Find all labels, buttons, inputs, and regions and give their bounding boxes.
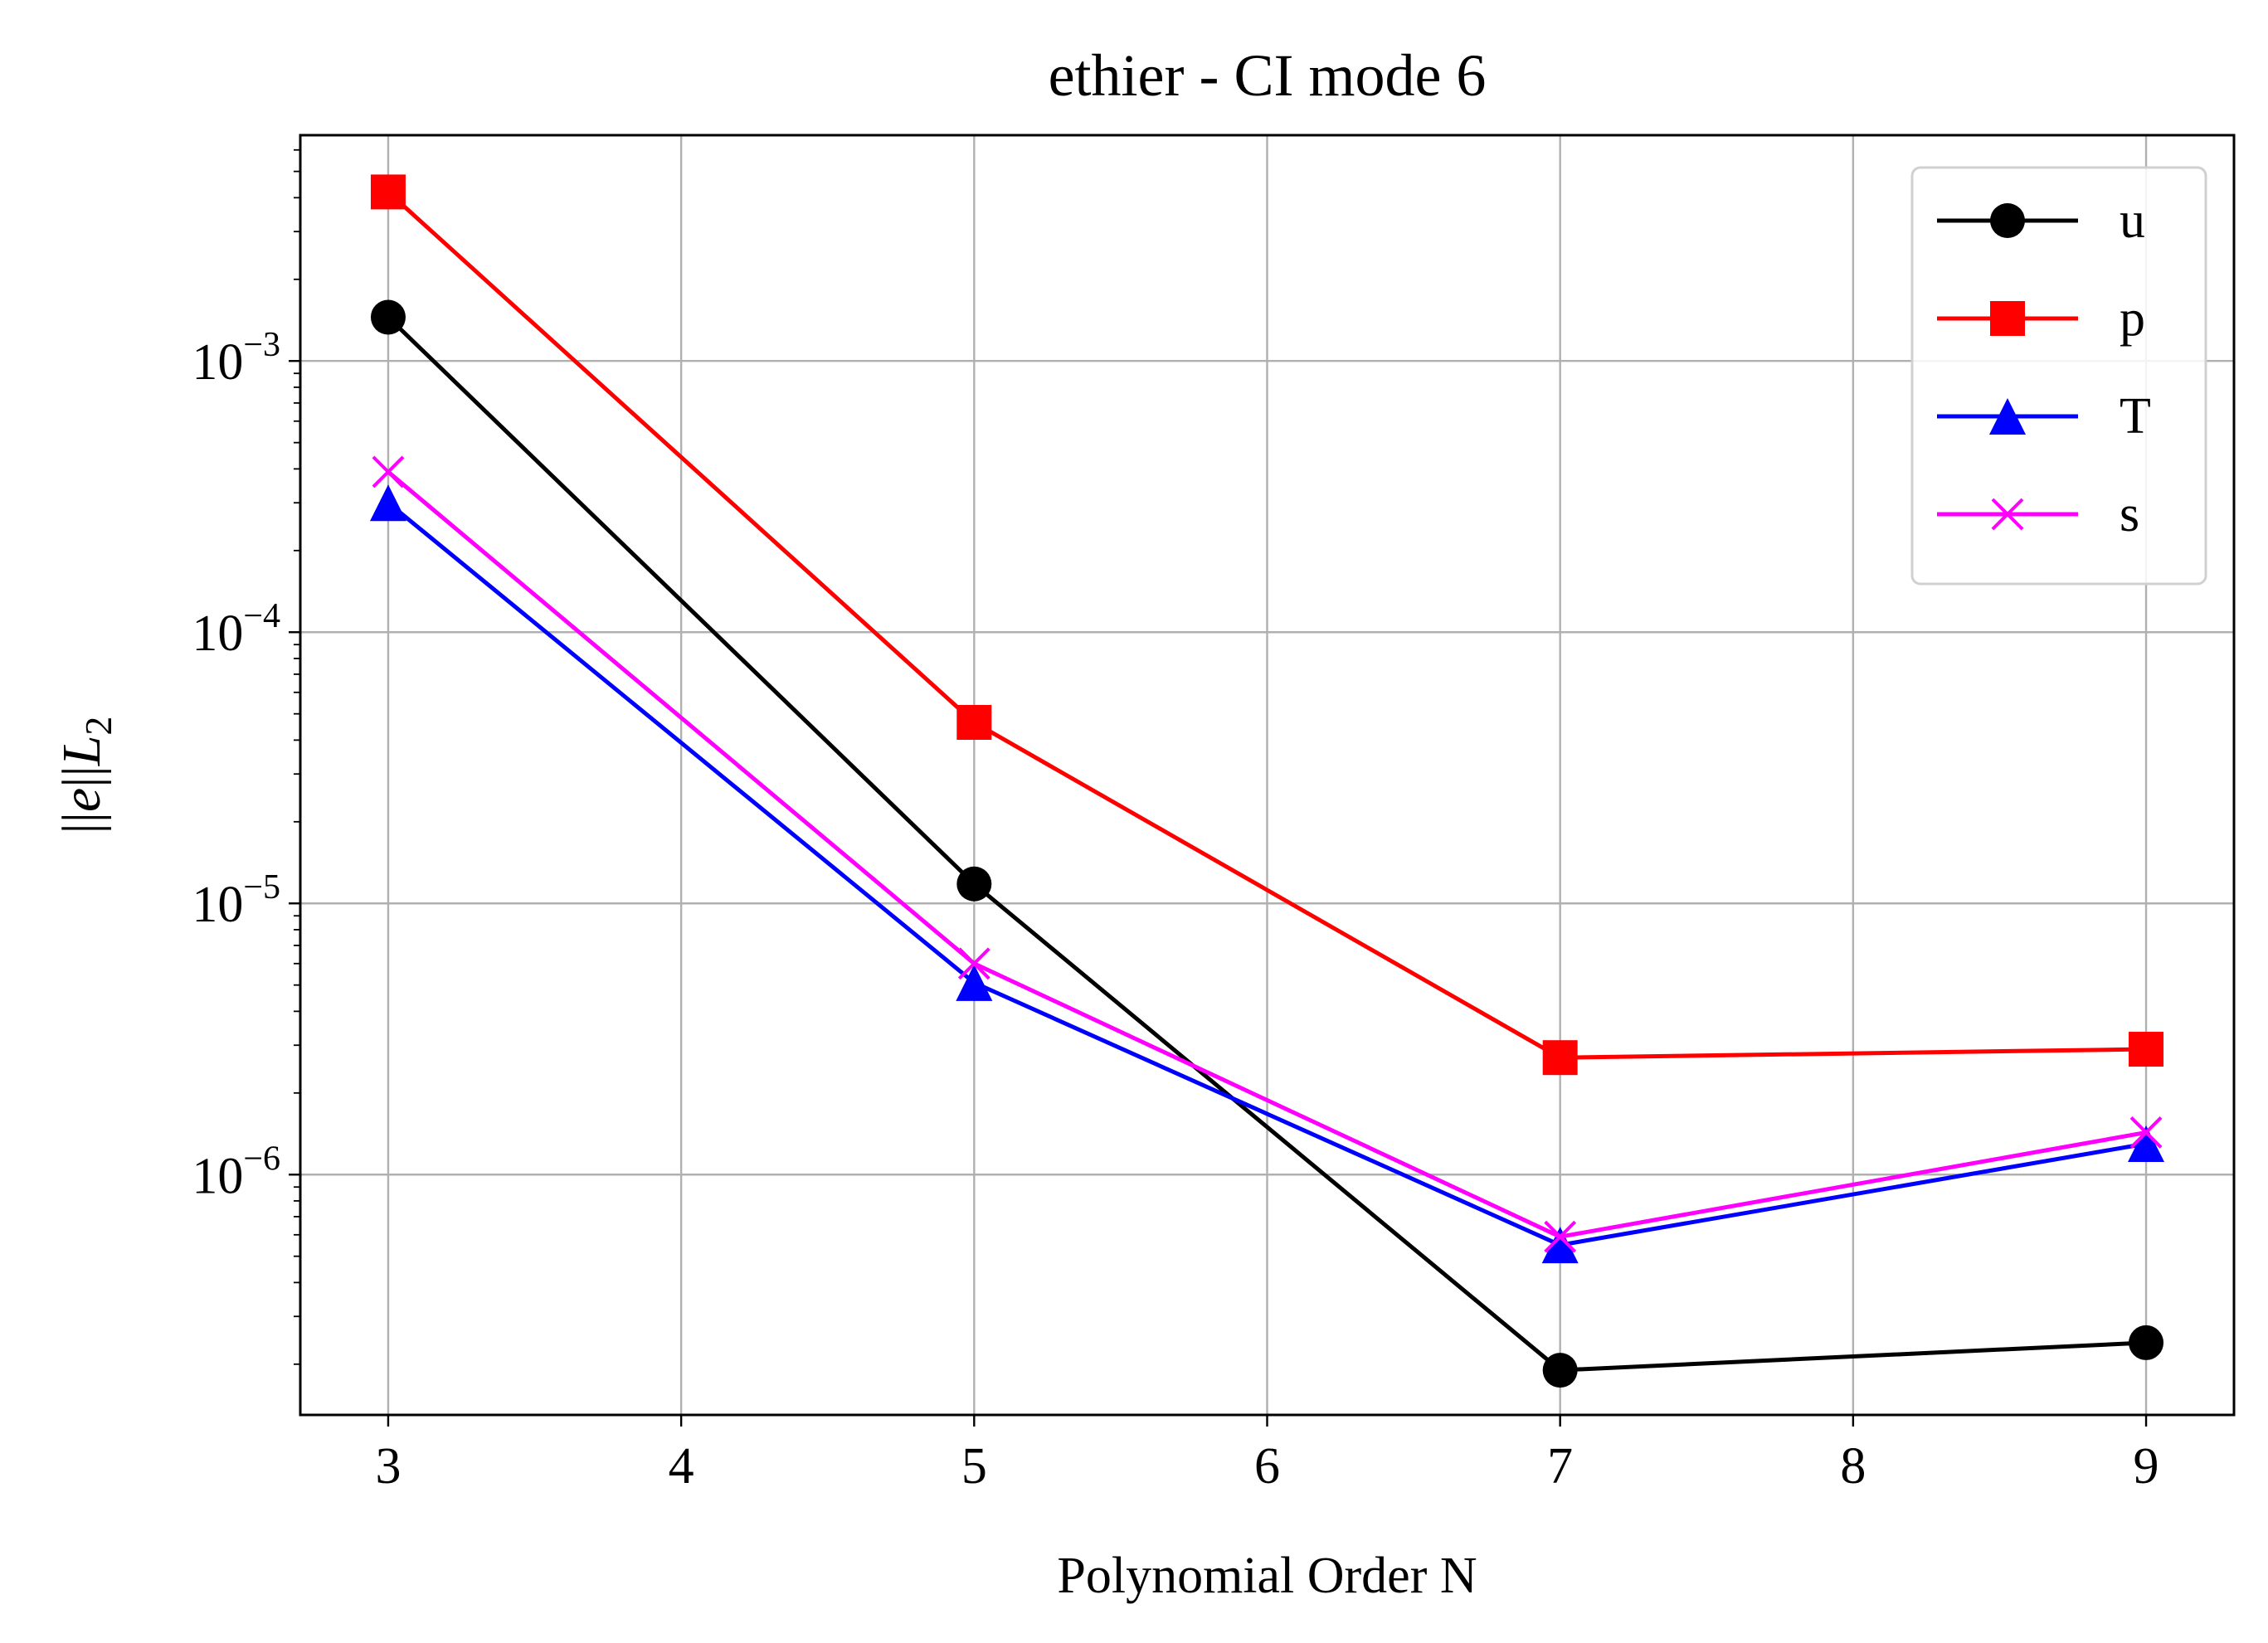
legend-entry-u: u [1937, 192, 2145, 249]
data-point-T [956, 964, 993, 1001]
axes: 3 4 5 6 7 8 9 10−3 10−4 10−5 10−6 [192, 148, 2159, 1495]
legend-marker [1989, 398, 2026, 435]
series-line [387, 315, 2147, 1373]
x-tick-label: 3 [375, 1438, 401, 1495]
series-line [387, 190, 2147, 1060]
y-tick-label: 10−6 [192, 1140, 280, 1204]
y-tick-label: 10−3 [192, 326, 280, 391]
data-point-s [372, 455, 405, 489]
x-tick-label: 6 [1254, 1438, 1280, 1495]
legend-box [1910, 166, 2207, 586]
legend-label: p [2120, 290, 2145, 347]
data-point-s [1544, 1220, 1577, 1253]
x-axis-label: Polynomial Order N [1057, 1548, 1477, 1604]
y-axis-label: ||e||L2 [51, 717, 119, 834]
data-point-T [369, 484, 406, 522]
data-point-u [956, 866, 992, 902]
x-tick-label: 4 [669, 1438, 694, 1495]
data-point-T [1541, 1227, 1579, 1264]
y-tick-label: 10−5 [192, 868, 280, 933]
data-point-p [1542, 1040, 1578, 1076]
x-marker-stroke [1991, 498, 2024, 531]
data-point-p [956, 704, 992, 740]
series-line [387, 470, 2147, 1239]
series-layer [369, 174, 2165, 1388]
data-point-u [2129, 1325, 2164, 1360]
legend-label: u [2120, 192, 2145, 249]
data-point-u [1542, 1353, 1578, 1388]
legend-label: T [2120, 388, 2151, 445]
series-u [370, 299, 2164, 1388]
chart-title: ethier - CI mode 6 [1049, 42, 1487, 109]
data-point-s [2129, 1116, 2163, 1149]
data-point-s [957, 947, 990, 980]
series-T [369, 484, 2165, 1264]
legend-marker [1990, 301, 2025, 336]
x-tick-label: 7 [1547, 1438, 1573, 1495]
y-tick-label: 10−4 [192, 597, 280, 662]
x-marker-stroke [1544, 1220, 1577, 1253]
x-marker-stroke [372, 455, 405, 489]
data-point-T [2128, 1125, 2165, 1162]
x-marker-stroke [2129, 1116, 2163, 1149]
legend-entry-p: p [1937, 290, 2145, 347]
series-p [370, 174, 2164, 1076]
x-tick-label: 8 [1840, 1438, 1866, 1495]
x-tick-label: 5 [961, 1438, 987, 1495]
y-axis-label-text: ||e||L2 [51, 717, 119, 834]
x-tick-label: 9 [2134, 1438, 2159, 1495]
legend-entry-T: T [1937, 388, 2151, 445]
legend-marker [1990, 203, 2025, 238]
series-line [387, 501, 2147, 1247]
legend-marker [1991, 498, 2024, 531]
series-s [372, 455, 2163, 1253]
data-point-p [370, 174, 406, 210]
data-point-u [370, 299, 406, 335]
legend-entry-s: s [1937, 486, 2139, 542]
x-marker-stroke [957, 947, 990, 980]
data-point-p [2129, 1032, 2164, 1067]
legend-label: s [2120, 486, 2139, 542]
